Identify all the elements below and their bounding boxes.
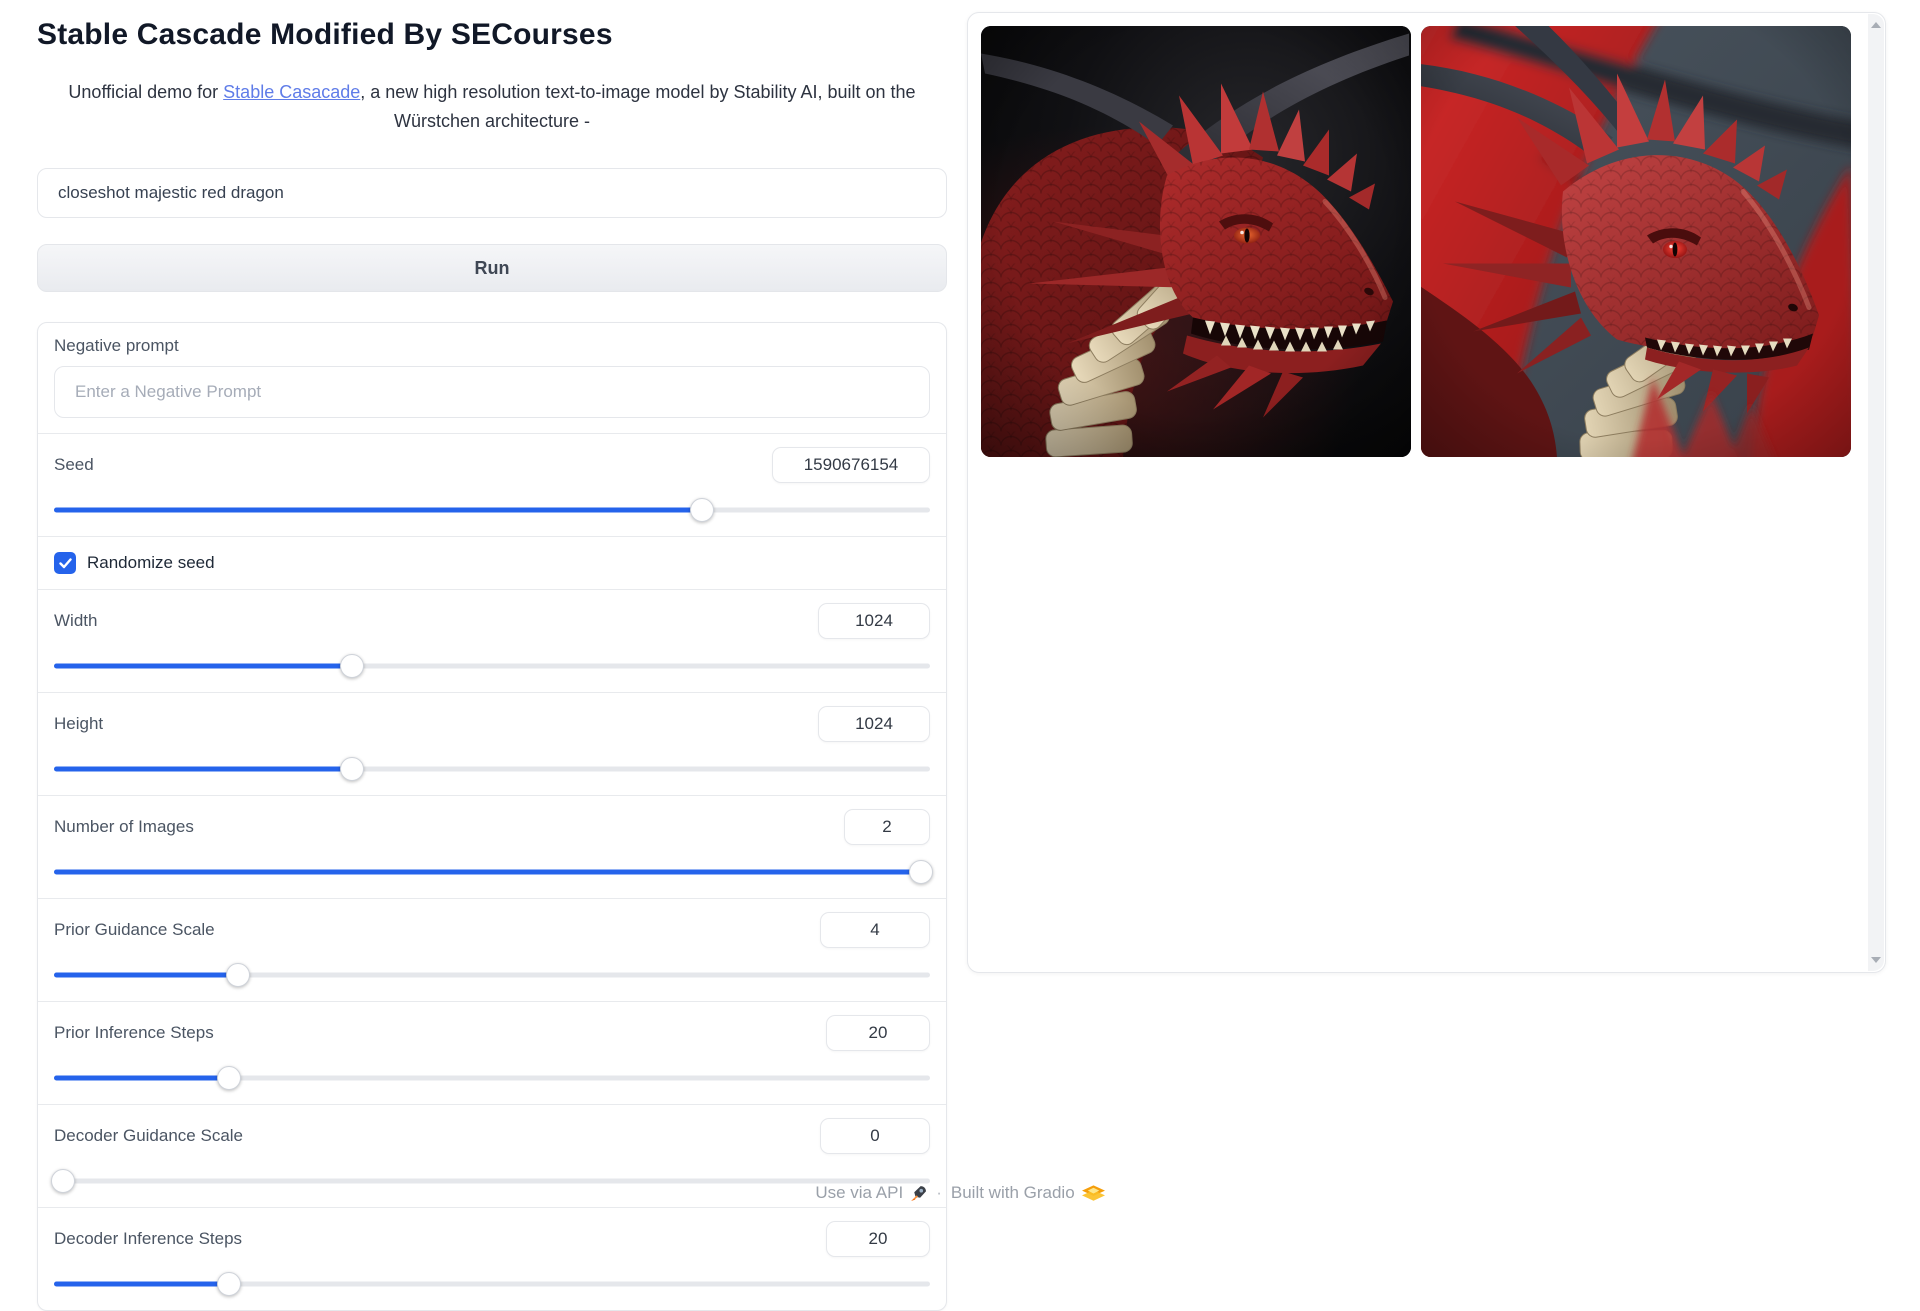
prior-guidance-slider[interactable] [54,963,930,988]
output-gallery [967,12,1886,973]
decoder-steps-number-input[interactable] [826,1221,930,1258]
slider-track [54,1075,930,1081]
width-slider[interactable] [54,654,930,679]
height-slider[interactable] [54,757,930,782]
prior-guidance-label: Prior Guidance Scale [54,920,215,940]
gradio-logo-icon [1081,1184,1105,1201]
footer-separator: · [936,1183,942,1202]
seed-control: Seed [38,433,946,536]
width-number-input[interactable] [818,603,930,640]
slider-fill [54,972,238,978]
prior-steps-slider-thumb[interactable] [217,1066,242,1091]
num-images-slider[interactable] [54,860,934,885]
width-slider-thumb[interactable] [339,654,364,679]
scroll-up-icon[interactable] [1871,22,1881,28]
prior-guidance-number-input[interactable] [820,912,930,949]
slider-track [54,1178,930,1184]
num-images-slider-thumb[interactable] [909,860,934,885]
seed-slider[interactable] [54,498,930,523]
prompt-box [37,168,947,219]
slider-track [54,766,930,772]
prior-steps-number-input[interactable] [826,1015,930,1052]
decoder-guidance-number-input[interactable] [820,1118,930,1155]
prior-guidance-control: Prior Guidance Scale [38,898,946,1001]
gallery-scrollbar[interactable] [1868,14,1884,971]
use-via-api-link[interactable]: Use via API [815,1183,927,1203]
num-images-control: Number of Images [38,795,946,898]
slider-fill [54,1075,230,1081]
negative-prompt-label: Negative prompt [54,336,179,356]
height-slider-thumb[interactable] [339,757,364,782]
rocket-icon [911,1185,927,1201]
slider-fill [54,1281,230,1287]
seed-number-input[interactable] [772,447,930,484]
decoder-steps-control: Decoder Inference Steps [38,1207,946,1310]
red-dragon-dark-image [981,26,1411,457]
negative-prompt-row: Negative prompt [38,323,946,433]
height-control: Height [38,692,946,795]
subtitle: Unofficial demo for Stable Casacade, a n… [52,78,932,136]
decoder-steps-slider[interactable] [54,1272,930,1297]
prompt-input[interactable] [37,168,947,219]
prior-steps-slider[interactable] [54,1066,930,1091]
prior-guidance-slider-thumb[interactable] [225,963,250,988]
built-with-gradio-label: Built with Gradio [950,1183,1075,1202]
subtitle-prefix: Unofficial demo for [68,82,224,102]
height-label: Height [54,714,104,734]
gallery-image-2[interactable] [1421,26,1851,457]
slider-fill [54,869,922,875]
prior-steps-control: Prior Inference Steps [38,1001,946,1104]
decoder-guidance-slider[interactable] [50,1169,930,1194]
randomize-seed-label: Randomize seed [87,553,215,573]
negative-prompt-input[interactable] [54,366,930,419]
footer: Use via API · Built with Gradio [0,1183,1920,1203]
width-label: Width [54,611,98,631]
slider-fill [54,766,352,772]
built-with-gradio-link[interactable]: Built with Gradio [951,1183,1105,1203]
randomize-seed-checkbox[interactable] [54,552,76,575]
slider-fill [54,507,703,513]
parameters-card: Negative prompt Seed Randomize seed [37,322,947,1311]
num-images-label: Number of Images [54,817,194,837]
decoder-guidance-control: Decoder Guidance Scale [38,1104,946,1207]
slider-track [54,972,930,978]
seed-label: Seed [54,455,94,475]
num-images-number-input[interactable] [844,809,930,846]
height-number-input[interactable] [818,706,930,743]
gallery-image-1[interactable] [981,26,1411,457]
subtitle-suffix: , a new high resolution text-to-image mo… [360,82,916,132]
stable-cascade-link[interactable]: Stable Casacade [223,82,361,102]
decoder-guidance-label: Decoder Guidance Scale [54,1126,244,1146]
seed-slider-thumb[interactable] [690,498,715,523]
run-button[interactable]: Run [37,244,947,293]
use-via-api-label: Use via API [815,1183,904,1202]
page-title: Stable Cascade Modified By SECourses [37,18,613,51]
slider-track [54,663,930,669]
scroll-down-icon[interactable] [1871,957,1881,963]
randomize-seed-row: Randomize seed [38,536,946,589]
checkmark-icon [58,558,72,569]
decoder-steps-label: Decoder Inference Steps [54,1229,243,1249]
slider-fill [54,663,352,669]
decoder-guidance-slider-thumb[interactable] [50,1169,75,1194]
prior-steps-label: Prior Inference Steps [54,1023,214,1043]
gallery-grid [981,26,1851,457]
red-dragon-red-image [1421,26,1851,457]
width-control: Width [38,589,946,692]
control-column: Stable Cascade Modified By SECourses Uno… [37,18,947,1311]
decoder-steps-slider-thumb[interactable] [217,1272,242,1297]
